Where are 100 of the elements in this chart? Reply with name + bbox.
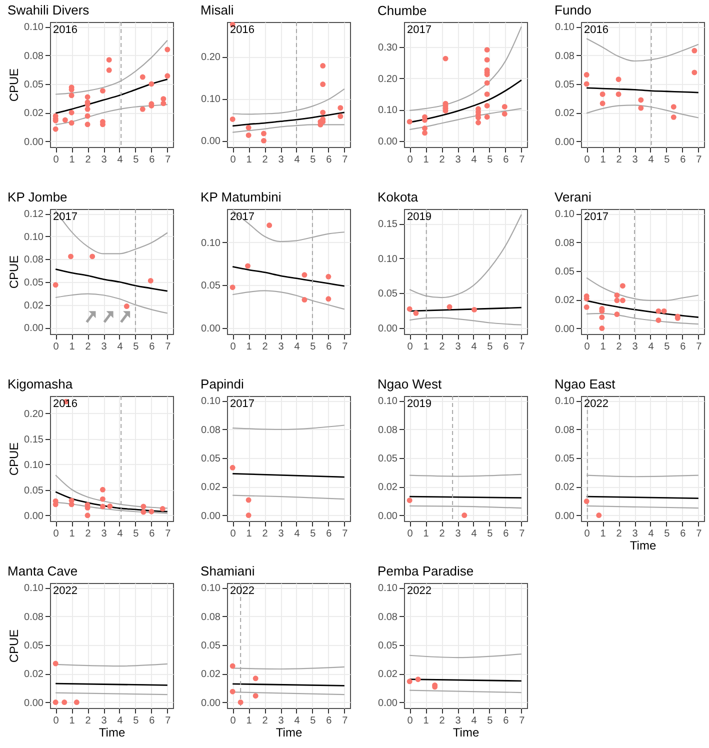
point [252,693,258,699]
chart-title: Misali [200,2,234,18]
y-axis-title: CPUE [7,442,22,476]
y-tick-label: 0.02 [555,295,575,306]
y-tick-label: 0.00 [555,324,575,335]
point [68,120,74,126]
point [52,126,58,132]
y-tick-label: 0.00 [555,510,575,522]
line-series [409,108,522,130]
x-tick-label: 4 [648,154,654,166]
y-tick-label: 0.05 [555,266,575,278]
point [320,110,326,116]
point [599,314,605,320]
point [446,304,452,310]
annotation: 2017 [584,211,608,223]
x-tick-label: 4 [294,154,300,166]
annotation: 2016 [230,24,254,36]
point [326,296,332,302]
point [638,97,644,103]
y-tick-label: 0.05 [378,453,398,464]
point [670,104,676,110]
y-tick-label: 0.08 [555,424,575,436]
y-tick-label: 0.00 [378,136,398,148]
chart-title: Fundo [554,2,592,18]
point [484,47,490,53]
point [140,74,146,80]
x-tick-label: 7 [696,528,702,540]
x-tick-label: 7 [519,342,526,352]
point [326,274,332,280]
point [160,100,166,106]
y-tick-label: 0.05 [378,288,398,300]
point [302,272,308,278]
annotation: 2016 [584,24,608,36]
point [246,512,252,518]
x-tick-label: 3 [632,342,638,352]
y-tick-label: 0.08 [378,424,398,436]
point [638,105,644,111]
y-tick-label: 0.10 [555,209,575,220]
point [692,70,698,76]
point [266,222,272,228]
x-tick-label: 3 [455,528,462,540]
point [600,100,606,106]
x-tick-label: 0 [584,154,590,166]
y-tick-label: 0.10 [24,460,44,471]
x-tick-label: 4 [471,342,478,352]
x-tick-label: 7 [696,154,702,166]
x-tick-label: 5 [133,716,140,726]
x-tick-label: 5 [133,528,140,540]
y-tick-label: 0.00 [555,136,575,148]
x-tick-label: 3 [278,154,284,166]
chart-title: Ngao West [378,376,442,392]
x-tick-label: 1 [246,154,252,166]
chart-title: Shamiani [200,564,255,578]
x-tick-label: 2 [616,528,622,540]
y-tick-label: 0.05 [201,640,221,652]
annotation: 2017 [230,211,254,223]
chart-title: KP Jombe [8,190,68,204]
x-tick-label: 2 [262,154,268,166]
point [502,104,508,110]
line-series [54,268,168,292]
y-tick-label: 0.05 [24,79,44,90]
point [600,92,606,97]
point [614,312,620,318]
chart-title: Swahili Divers [8,2,90,18]
point [164,46,170,52]
x-tick-label: 0 [53,342,60,352]
x-tick-label: 6 [326,528,332,540]
point [338,114,344,120]
point [415,676,421,682]
x-tick-label: 6 [503,154,510,166]
point [106,67,112,73]
x-tick-label: 6 [680,342,686,352]
point [422,130,428,136]
y-tick-label: 0.02 [378,482,398,494]
y-tick-label: 0.02 [555,108,575,120]
point [106,57,112,63]
y-tick-label: 0.00 [378,510,398,522]
y-tick-label: 0.08 [24,50,44,62]
point [148,81,154,87]
y-tick-label: 0.10 [201,238,221,249]
y-tick-label: 0.00 [24,510,44,522]
y-tick-label: 0.02 [201,669,221,680]
point [320,82,326,88]
x-tick-label: 1 [600,528,606,540]
point [84,512,90,518]
x-tick-label: 6 [680,528,686,540]
point [406,306,412,312]
y-tick-label: 0.05 [24,277,44,288]
x-tick-label: 4 [117,154,124,166]
point [148,278,154,284]
y-tick-label: 0.08 [24,254,44,266]
point [230,663,236,669]
annotation: 2016 [53,398,78,410]
chart-title: Verani [554,190,592,204]
y-tick-label: 0.10 [378,105,398,116]
chart-title: Manta Cave [8,564,78,579]
x-tick-label: 6 [149,342,156,352]
x-tick-label: 6 [149,154,156,166]
x-tick-label: 5 [310,342,316,352]
x-tick-label: 5 [133,154,140,166]
